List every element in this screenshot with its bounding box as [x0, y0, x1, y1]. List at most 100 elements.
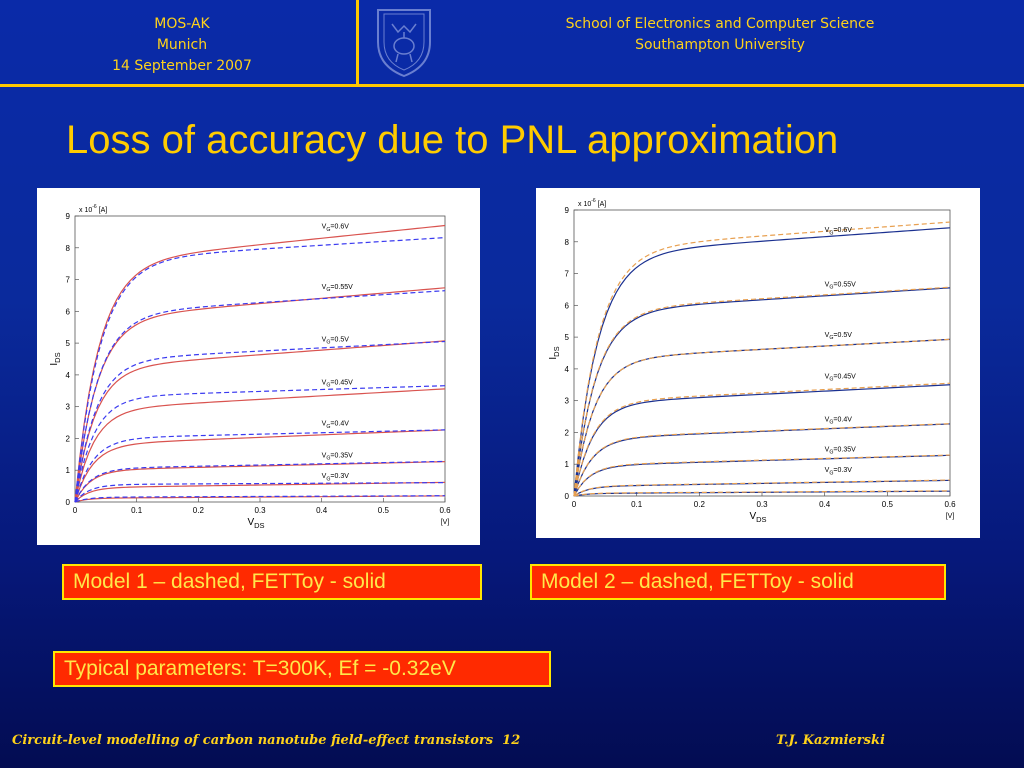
fettoy-solid-curve — [573, 454, 951, 497]
header-divider-vertical — [356, 0, 359, 86]
x-tick-label: 0.2 — [694, 500, 706, 509]
x-tick-label: 0.3 — [756, 500, 768, 509]
school-name: School of Electronics and Computer Scien… — [565, 16, 875, 32]
x-tick-label: 0.3 — [254, 506, 266, 515]
fettoy-solid-curve — [74, 224, 446, 503]
vg-curve-label: VG=0.45V — [322, 379, 353, 388]
y-tick-label: 2 — [565, 428, 570, 437]
fettoy-solid-curve — [573, 227, 951, 497]
dashed-model-curve — [74, 340, 446, 503]
x-axis-label: VDS — [749, 511, 766, 524]
dashed-model-curve — [74, 460, 446, 503]
vg-curve-label: VG=0.5V — [322, 337, 350, 346]
dashed-model-curve — [573, 490, 951, 497]
y-tick-label: 6 — [66, 307, 71, 316]
vg-curve-label: VG=0.35V — [825, 447, 856, 456]
conference-date: 14 September 2007 — [112, 58, 252, 74]
conference-city: Munich — [156, 37, 208, 53]
y-tick-label: 2 — [66, 434, 71, 443]
footer-title: Circuit-level modelling of carbon nanotu… — [12, 733, 520, 748]
caption-model2: Model 2 – dashed, FETToy - solid — [530, 564, 946, 600]
y-scale-label: x 10-6 [A] — [79, 204, 107, 214]
y-tick-label: 3 — [66, 403, 71, 412]
y-tick-label: 0 — [565, 492, 570, 501]
plot-frame — [573, 209, 951, 497]
vg-curve-label: VG=0.55V — [322, 284, 353, 293]
university-crest-icon — [377, 9, 431, 78]
y-axis-label: IDS — [49, 352, 62, 365]
x-tick-label: 0.4 — [819, 500, 831, 509]
vg-curve-label: VG=0.5V — [825, 332, 853, 341]
dashed-model-curve — [573, 382, 951, 497]
dashed-model-curve — [573, 479, 951, 497]
x-tick-label: 0 — [572, 500, 577, 509]
y-tick-label: 9 — [66, 212, 71, 221]
conference-info: MOS-AK Munich 14 September 2007 — [62, 14, 302, 77]
y-tick-label: 1 — [565, 460, 570, 469]
fettoy-solid-curve — [573, 287, 951, 497]
fettoy-solid-curve — [74, 388, 446, 503]
y-tick-label: 6 — [565, 301, 570, 310]
fettoy-solid-curve — [74, 429, 446, 503]
x-tick-label: 0.2 — [193, 506, 205, 515]
dashed-model-curve — [74, 495, 446, 503]
caption-model1: Model 1 – dashed, FETToy - solid — [62, 564, 482, 600]
x-tick-label: 0.4 — [316, 506, 328, 515]
dashed-model-curve — [573, 423, 951, 497]
x-tick-label: 0.6 — [944, 500, 956, 509]
vg-curve-label: VG=0.45V — [825, 373, 856, 382]
y-tick-label: 9 — [565, 206, 570, 215]
y-axis-label: IDS — [548, 346, 561, 359]
y-tick-label: 7 — [66, 276, 71, 285]
chart-model1: 0 0.1 0.2 0.3 0.4 0.5 0.6 0 1 2 3 4 5 6 7 8 9 x 10-6 [A] V… — [49, 204, 451, 530]
dashed-model-curve — [74, 385, 446, 503]
chart-panel-model1: 0 0.1 0.2 0.3 0.4 0.5 0.6 0 1 2 3 4 5 6 7 8 9 x 10-6 [A] V… — [37, 188, 480, 545]
dashed-model-curve — [74, 290, 446, 503]
fettoy-solid-curve — [573, 384, 951, 497]
x-axis-label: VDS — [247, 517, 264, 530]
y-tick-label: 4 — [565, 365, 570, 374]
fettoy-solid-curve — [573, 338, 951, 497]
institution-info: School of Electronics and Computer Scien… — [520, 14, 920, 56]
y-scale-label: x 10-6 [A] — [578, 198, 606, 208]
fettoy-solid-curve — [74, 287, 446, 503]
vg-curve-label: VG=0.4V — [825, 416, 853, 425]
x-tick-label: 0.6 — [439, 506, 451, 515]
y-tick-label: 3 — [565, 397, 570, 406]
y-tick-label: 8 — [565, 238, 570, 247]
footer-page-number: 12 — [502, 733, 521, 748]
x-unit-label: [V] — [441, 519, 450, 526]
university-name: Southampton University — [635, 37, 805, 53]
header-divider-horizontal — [0, 84, 1024, 87]
chart-panel-model2: 0 0.1 0.2 0.3 0.4 0.5 0.6 0 1 2 3 4 5 6 7 8 9 x 10-6 [A] V… — [536, 188, 980, 538]
vg-curve-label: VG=0.3V — [825, 467, 853, 476]
slide-title: Loss of accuracy due to PNL approximatio… — [66, 118, 839, 162]
chart-model2: 0 0.1 0.2 0.3 0.4 0.5 0.6 0 1 2 3 4 5 6 7 8 9 x 10-6 [A] V… — [548, 198, 956, 524]
y-tick-label: 4 — [66, 371, 71, 380]
dashed-model-curve — [573, 338, 951, 497]
dashed-model-curve — [74, 237, 446, 503]
vg-curve-label: VG=0.4V — [322, 421, 350, 430]
vg-curve-label: VG=0.35V — [322, 453, 353, 462]
x-tick-label: 0 — [73, 506, 78, 515]
vg-curve-label: VG=0.3V — [322, 473, 350, 482]
y-tick-label: 7 — [565, 270, 570, 279]
y-tick-label: 8 — [66, 244, 71, 253]
dashed-model-curve — [74, 482, 446, 503]
vg-curve-label: VG=0.6V — [825, 227, 853, 236]
plot-frame — [74, 215, 446, 503]
y-tick-label: 1 — [66, 466, 71, 475]
slide-header: MOS-AK Munich 14 September 2007 School o… — [0, 0, 1024, 87]
footer-talk-title: Circuit-level modelling of carbon nanotu… — [12, 733, 494, 748]
y-tick-label: 5 — [66, 339, 71, 348]
dashed-model-curve — [74, 429, 446, 503]
y-tick-label: 5 — [565, 333, 570, 342]
x-tick-label: 0.5 — [882, 500, 894, 509]
caption-parameters: Typical parameters: T=300K, Ef = -0.32eV — [53, 651, 551, 687]
footer-author: T.J. Kazmierski — [776, 733, 885, 748]
x-tick-label: 0.1 — [131, 506, 143, 515]
dashed-model-curve — [573, 286, 951, 497]
dashed-model-curve — [573, 221, 951, 497]
y-tick-label: 0 — [66, 498, 71, 507]
fettoy-solid-curve — [74, 340, 446, 503]
